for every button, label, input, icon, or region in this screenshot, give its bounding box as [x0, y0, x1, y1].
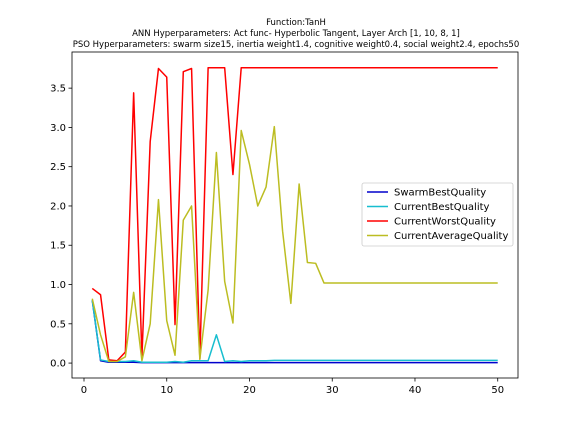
y-tick-label: 3.0 [50, 123, 66, 134]
x-tick-label: 0 [81, 385, 87, 396]
y-axis: 0.0 0.5 1.0 1.5 2.0 2.5 3.0 3.5 [50, 84, 72, 370]
y-tick-label: 1.0 [50, 280, 66, 291]
chart-title: Function:TanH [266, 18, 326, 28]
series-layer [91, 66, 498, 364]
x-tick-label: 10 [160, 385, 173, 396]
series-line-CurrentAverageQuality [91, 125, 498, 363]
plot-area-frame [71, 51, 519, 379]
x-tick-label: 40 [409, 385, 422, 396]
y-tick-label: 0.5 [50, 319, 66, 330]
x-axis: 0 10 20 30 40 50 [81, 378, 504, 396]
legend-box [361, 182, 514, 247]
y-tick-label: 3.5 [50, 84, 66, 95]
y-tick-label: 0.0 [50, 359, 66, 370]
legend-label-CurrentWorstQuality: CurrentWorstQuality [394, 217, 496, 228]
y-tick-label: 2.5 [50, 162, 66, 173]
chart-subtitle-line-2: PSO Hyperparameters: swarm size15, inert… [73, 40, 520, 50]
y-tick-label: 1.5 [50, 241, 66, 252]
series-line-SwarmBestQuality [91, 300, 498, 364]
legend-label-CurrentBestQuality: CurrentBestQuality [394, 202, 490, 213]
x-tick-label: 20 [243, 385, 256, 396]
x-tick-label: 50 [491, 385, 504, 396]
x-tick-label: 30 [326, 385, 339, 396]
legend-label-SwarmBestQuality: SwarmBestQuality [394, 188, 486, 199]
series-line-CurrentWorstQuality [91, 66, 498, 362]
chart-subtitle-line-1: ANN Hyperparameters: Act func- Hyperboli… [132, 29, 460, 39]
legend: SwarmBestQuality CurrentBestQuality Curren… [361, 182, 514, 247]
legend-label-CurrentAverageQuality: CurrentAverageQuality [394, 231, 508, 242]
series-line-CurrentBestQuality [91, 300, 498, 364]
y-tick-label: 2.0 [50, 201, 66, 212]
